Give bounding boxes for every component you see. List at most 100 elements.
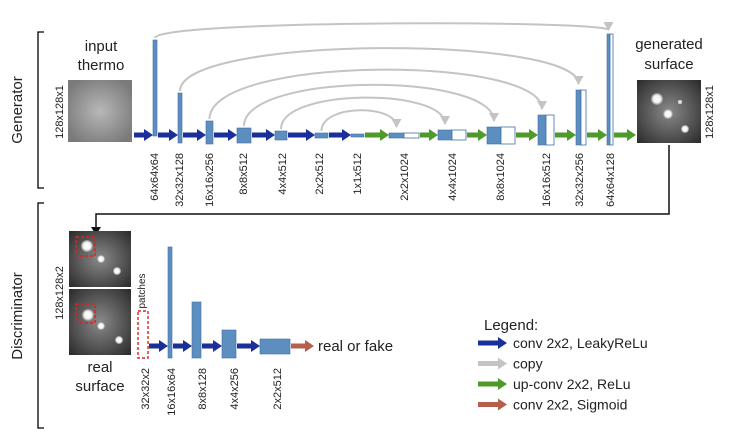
decoder-layer-5 — [575, 89, 587, 146]
output-size-label: 128x128x1 — [704, 85, 716, 139]
legend-item-1-arrow — [478, 337, 507, 349]
legend-item-4-arrow-head — [498, 398, 507, 411]
disc-dim-label-2: 16x16x64 — [166, 368, 178, 416]
decoder-layer-1-conv — [388, 132, 405, 139]
gen-arrow-5-head — [266, 129, 275, 141]
gen-arrow-out-head — [627, 129, 636, 141]
decoder-dim-label-1: 2x2x1024 — [399, 153, 411, 201]
real-or-fake-label: real or fake — [318, 338, 393, 355]
gen-arrow-up-5-shaft — [555, 132, 567, 138]
legend-item-4-label: conv 2x2, Sigmoid — [513, 397, 627, 413]
disc-layer-2 — [167, 246, 173, 359]
disc-layer-3 — [191, 301, 202, 359]
encoder-dim-label-1: 64x64x64 — [149, 153, 161, 201]
decoder-layer-1 — [388, 132, 420, 139]
gen-arrow-up-1-head — [380, 129, 389, 141]
generator-dimension-labels: 64x64x64 32x32x128 16x16x256 8x8x512 4x4x512… — [149, 153, 617, 207]
disc-arrow-sigmoid-head — [305, 340, 314, 352]
discriminator-bracket — [37, 202, 44, 429]
gen-arrow-4 — [214, 129, 237, 141]
input-label-line2: thermo — [78, 57, 125, 74]
disc-arrow-4-head — [251, 340, 260, 352]
gen-arrow-up-4 — [516, 129, 538, 141]
discriminator-dimension-labels: 32x32x2 16x16x64 8x8x128 4x4x256 2x2x512 — [140, 368, 284, 416]
disc-arrow-2 — [173, 340, 192, 352]
encoder-dim-label-2: 32x32x128 — [174, 153, 186, 207]
gen-arrow-4-shaft — [214, 132, 228, 138]
generator-copy-connections — [154, 22, 614, 132]
gen-arrow-up-6-shaft — [587, 132, 598, 138]
gen-arrow-up-1 — [365, 129, 389, 141]
gen-arrow-6 — [288, 129, 315, 141]
gen-arrow-7 — [329, 129, 351, 141]
disc-layer-1-patches — [137, 310, 149, 359]
copy-connection-6 — [320, 109, 398, 132]
legend-item-1-label: conv 2x2, LeakyReLu — [513, 335, 648, 351]
generator-section-label: Generator — [9, 76, 26, 144]
legend-item-2-label: copy — [513, 356, 543, 372]
disc-arrow-sigmoid-shaft — [291, 343, 305, 349]
gen-arrow-up-4-shaft — [516, 132, 529, 138]
legend-item-3: up-conv 2x2, ReLu — [478, 376, 631, 392]
gen-arrow-2-shaft — [158, 132, 169, 138]
copy-connection-5-head — [440, 116, 450, 125]
decoder-layer-6-copy — [609, 33, 614, 146]
copy-connection-5 — [280, 96, 446, 130]
encoder-dim-label-4: 8x8x512 — [238, 153, 250, 195]
legend-item-2: copy — [478, 356, 543, 372]
discriminator-input-size-label: 128x128x2 — [54, 266, 66, 320]
legend-title: Legend: — [484, 317, 538, 334]
gen-arrow-up-2-shaft — [420, 132, 429, 138]
decoder-layer-2 — [437, 129, 467, 141]
gen-arrow-up-2 — [420, 129, 438, 141]
gen-arrow-6-shaft — [288, 132, 306, 138]
gen-arrow-1-shaft — [134, 132, 144, 138]
gen-arrow-3-head — [197, 129, 206, 141]
disc-layer-4 — [221, 329, 237, 359]
legend-item-3-arrow — [478, 378, 507, 390]
discriminator-arrows — [149, 340, 314, 352]
decoder-layer-4-copy — [545, 114, 555, 146]
gen-arrow-3 — [183, 129, 206, 141]
generated-surface-image — [637, 80, 701, 143]
disc-dim-label-4: 4x4x256 — [229, 368, 241, 410]
disc-arrow-3 — [202, 340, 222, 352]
input-thermo-image — [68, 80, 132, 142]
generator-to-discriminator-connector — [95, 145, 670, 228]
encoder-dim-label-6: 2x2x512 — [314, 153, 326, 195]
copy-connection-1-head — [603, 22, 614, 31]
encoder-layer-5 — [274, 130, 288, 141]
decoder-layer-1-copy — [403, 132, 420, 139]
copy-connection-4 — [243, 83, 495, 127]
discriminator-section-label: Discriminator — [9, 272, 26, 360]
legend-item-4-arrow-shaft — [478, 402, 498, 407]
output-label-line1: generated — [635, 36, 703, 53]
legend-item-2-arrow-head — [498, 357, 507, 370]
gen-arrow-7-shaft — [329, 132, 342, 138]
gen-arrow-up-1-shaft — [365, 132, 380, 138]
disc-arrow-2-head — [183, 340, 192, 352]
decoder-layer-3-conv — [486, 126, 502, 145]
decoder-layer-5-conv — [575, 89, 582, 146]
disc-dim-label-5: 2x2x512 — [272, 368, 284, 410]
gen-arrow-4-head — [228, 129, 237, 141]
disc-arrow-sigmoid — [291, 340, 314, 352]
encoder-dim-label-7: 1x1x512 — [352, 153, 364, 195]
gen-arrow-2-head — [169, 129, 178, 141]
copy-connection-1 — [154, 22, 610, 39]
decoder-dim-label-6: 64x64x128 — [605, 153, 617, 207]
legend-item-3-label: up-conv 2x2, ReLu — [513, 376, 631, 392]
copy-connection-3 — [208, 68, 543, 120]
gen-arrow-up-5-head — [567, 129, 576, 141]
generator-layers — [152, 33, 614, 146]
discriminator-input-stack — [69, 231, 131, 355]
gen-arrow-up-3 — [467, 129, 487, 141]
gen-arrow-up-6 — [587, 129, 607, 141]
gen-arrow-5 — [252, 129, 275, 141]
legend-item-1: conv 2x2, LeakyReLu — [478, 335, 648, 351]
output-label-line2: surface — [644, 56, 693, 73]
gen-arrow-6-head — [306, 129, 315, 141]
legend-item-3-arrow-head — [498, 378, 507, 390]
decoder-layer-5-copy — [580, 89, 587, 146]
